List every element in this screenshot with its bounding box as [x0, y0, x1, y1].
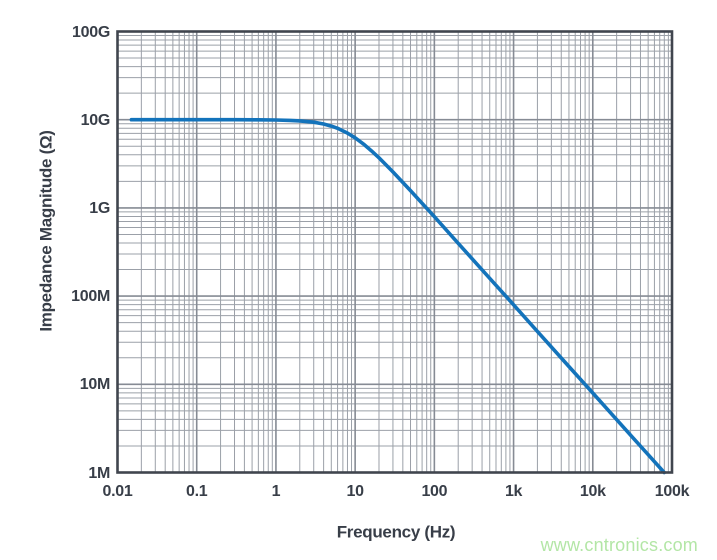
x-tick-label: 10	[346, 483, 365, 500]
x-tick-label: 100	[421, 483, 448, 500]
x-tick-label: 0.01	[102, 483, 133, 500]
x-axis-title: Frequency (Hz)	[336, 522, 456, 542]
plot-frame	[116, 30, 674, 474]
y-tick-label: 100G	[72, 23, 110, 41]
y-tick-label: 1M	[88, 464, 110, 482]
x-tick-label: 1k	[504, 483, 523, 500]
y-tick-label: 10G	[80, 111, 111, 129]
watermark-url: www.cntronics.com	[540, 535, 698, 555]
y-tick-label: 1G	[89, 199, 110, 217]
x-tick-label: 0.1	[186, 483, 208, 500]
x-tick-label: 10k	[579, 483, 606, 500]
x-tick-label: 1	[271, 483, 281, 500]
y-tick-label: 100M	[71, 288, 110, 306]
impedance-curve	[129, 117, 666, 475]
y-tick-label: 10M	[79, 376, 111, 394]
x-tick-label: 100k	[654, 483, 690, 500]
